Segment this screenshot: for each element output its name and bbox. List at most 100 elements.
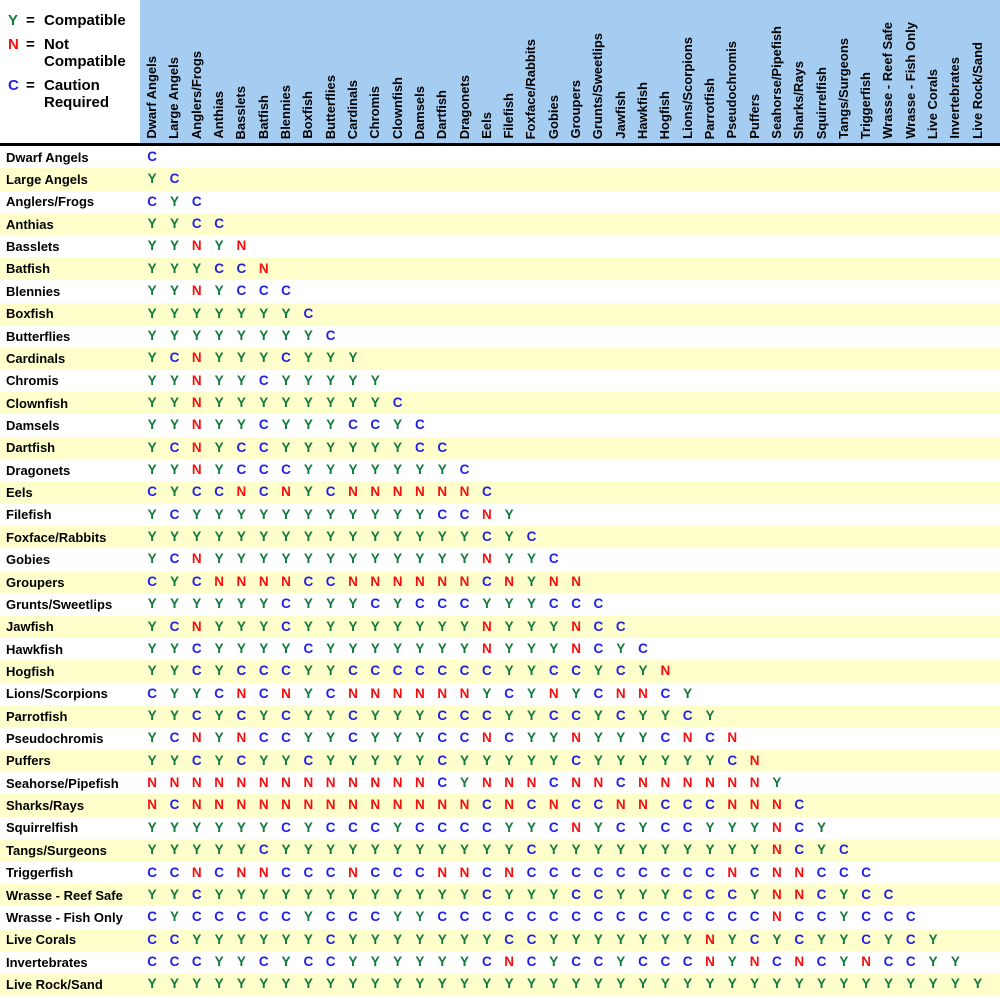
matrix-cell: C (348, 663, 358, 679)
column-header: Seahorse/Pipefish (766, 0, 788, 139)
matrix-cell: Y (370, 372, 380, 388)
matrix-cell: C (571, 752, 581, 768)
matrix-cell: Y (169, 216, 179, 232)
matrix-cell: Y (817, 931, 827, 947)
matrix-cell: N (191, 372, 202, 388)
row-label: Damsels (6, 417, 60, 433)
matrix-cell: C (236, 283, 247, 299)
matrix-cell: C (883, 953, 894, 969)
matrix-cell: Y (504, 618, 514, 634)
matrix-cell: C (481, 819, 492, 835)
column-header-label: Gobies (545, 94, 561, 139)
matrix-cell: Y (214, 842, 224, 858)
matrix-cell: N (504, 775, 515, 791)
matrix-cell: C (459, 707, 470, 723)
matrix-cell: Y (370, 752, 380, 768)
matrix-cell: N (392, 484, 403, 500)
matrix-cell: Y (214, 551, 224, 567)
matrix-row: Hogfish Y Y C Y C C C Y Y C C C C C C C Y Y C C Y C Y N (0, 660, 1000, 683)
matrix-cell: C (236, 707, 247, 723)
matrix-cell: C (682, 909, 693, 925)
matrix-cell: Y (616, 640, 626, 656)
matrix-cell: Y (705, 976, 715, 992)
matrix-cell: Y (348, 551, 358, 567)
column-header: Anglers/Frogs (186, 0, 208, 139)
matrix-cell: N (370, 484, 381, 500)
matrix-cell: Y (147, 529, 157, 545)
column-header-label: Dwarf Angels (144, 56, 160, 139)
matrix-cell: Y (638, 663, 648, 679)
matrix-cell: N (415, 685, 425, 701)
matrix-cell: Y (482, 931, 492, 947)
matrix-cell: C (749, 909, 760, 925)
matrix-cell: Y (169, 596, 179, 612)
matrix-cell: Y (460, 886, 470, 902)
matrix-row: Damsels Y Y N Y Y C Y Y Y C C Y C (0, 414, 1000, 437)
matrix-cell: N (548, 685, 559, 701)
matrix-cell: Y (169, 663, 179, 679)
matrix-cell: C (816, 953, 827, 969)
matrix-cell: Y (370, 394, 380, 410)
matrix-cell: N (191, 864, 202, 880)
matrix-cell: Y (616, 953, 626, 969)
matrix-cell: Y (839, 909, 849, 925)
column-header: Wrasse - Reef Safe (877, 0, 899, 139)
matrix-cell: Y (705, 819, 715, 835)
matrix-cell: Y (638, 931, 648, 947)
matrix-cell: Y (415, 976, 425, 992)
matrix-row: Dwarf Angels C (0, 146, 1000, 169)
matrix-cell: C (281, 350, 291, 366)
matrix-cell: Y (549, 640, 559, 656)
matrix-row: Jawfish Y C N Y Y Y C Y Y Y Y Y Y Y Y N Y Y Y N C C (0, 615, 1000, 638)
column-header: Batfish (253, 0, 275, 139)
matrix-cell: C (660, 797, 671, 813)
matrix-cell: Y (303, 551, 313, 567)
matrix-cell: C (258, 685, 269, 701)
matrix-cell: C (348, 730, 358, 746)
matrix-cell: C (325, 931, 336, 947)
matrix-cell: Y (415, 506, 425, 522)
matrix-cell: Y (526, 663, 536, 679)
matrix-cell: N (571, 640, 581, 656)
matrix-cell: Y (236, 506, 246, 522)
matrix-cell: Y (192, 819, 202, 835)
matrix-cell: Y (303, 842, 313, 858)
matrix-cell: C (147, 953, 158, 969)
matrix-cell: Y (326, 462, 336, 478)
compatibility-matrix: Dwarf Angels C Large Angels Y C Anglers/Frogs… (0, 146, 1000, 996)
matrix-cell: C (281, 864, 291, 880)
matrix-cell: C (258, 372, 269, 388)
matrix-cell: N (459, 484, 470, 500)
matrix-cell: Y (303, 439, 313, 455)
matrix-cell: C (348, 909, 358, 925)
matrix-cell: N (705, 953, 715, 969)
matrix-cell: C (325, 685, 336, 701)
matrix-cell: Y (504, 842, 514, 858)
column-header: Triggerfish (855, 0, 877, 139)
legend-equals: = (26, 12, 35, 29)
matrix-cell: Y (660, 707, 670, 723)
matrix-cell: Y (370, 953, 380, 969)
column-header-label: Live Rock/Sand (969, 42, 985, 139)
matrix-cell: N (526, 775, 537, 791)
matrix-cell: Y (303, 462, 313, 478)
column-header: Anthias (208, 0, 230, 139)
matrix-cell: N (415, 797, 425, 813)
column-header-label: Parrotfish (701, 77, 717, 139)
matrix-cell: N (392, 573, 403, 589)
matrix-cell: Y (460, 842, 470, 858)
matrix-cell: C (147, 909, 158, 925)
matrix-cell: Y (460, 752, 470, 768)
matrix-cell: Y (236, 596, 246, 612)
matrix-cell: C (437, 775, 448, 791)
matrix-cell: C (615, 909, 626, 925)
matrix-cell: Y (281, 305, 291, 321)
column-header: Butterflies (320, 0, 342, 139)
matrix-cell: N (504, 864, 515, 880)
matrix-cell: Y (326, 618, 336, 634)
matrix-cell: C (281, 909, 291, 925)
matrix-cell: Y (192, 976, 202, 992)
matrix-cell: Y (482, 842, 492, 858)
matrix-cell: C (593, 909, 604, 925)
matrix-cell: Y (549, 618, 559, 634)
